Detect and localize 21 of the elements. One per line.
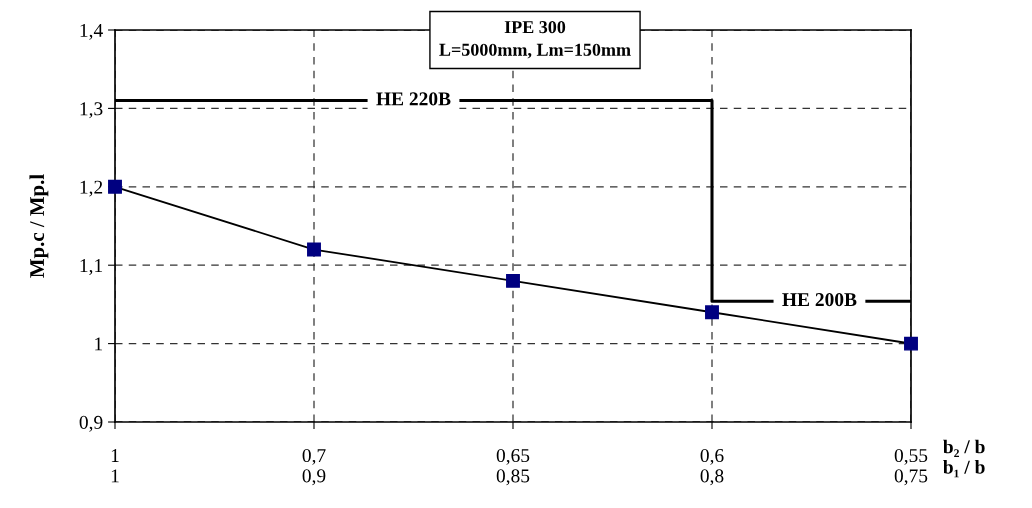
point <box>705 305 719 320</box>
y-tick-label: 1,2 <box>80 180 103 197</box>
x-tick-label: 0,55 0,75 <box>894 448 928 486</box>
chart-title: IPE 300 L=5000mm, Lm=150mm <box>439 21 631 59</box>
x-tick-label: 0,7 0,9 <box>302 448 326 486</box>
annotation: HE 200B <box>782 293 857 307</box>
x-axis-title: b₂ / b b₁ / b <box>943 439 985 478</box>
annotation: HE 220B <box>376 92 451 106</box>
point <box>506 273 520 288</box>
y-axis-title: Mp.c / Mp.l <box>29 174 49 278</box>
point <box>108 179 122 194</box>
y-tick-label: 1 <box>95 337 103 351</box>
point <box>307 242 321 257</box>
point <box>904 336 918 351</box>
y-tick-label: 1,1 <box>80 259 103 275</box>
x-tick-label: 0,65 0,85 <box>496 448 530 486</box>
y-tick-label: 1,3 <box>80 102 103 119</box>
x-tick-label: 1 1 <box>111 449 119 483</box>
y-tick-label: 0,9 <box>79 415 103 432</box>
x-tick-label: 0,6 0,8 <box>700 448 724 486</box>
y-tick-label: 1,4 <box>80 23 103 40</box>
